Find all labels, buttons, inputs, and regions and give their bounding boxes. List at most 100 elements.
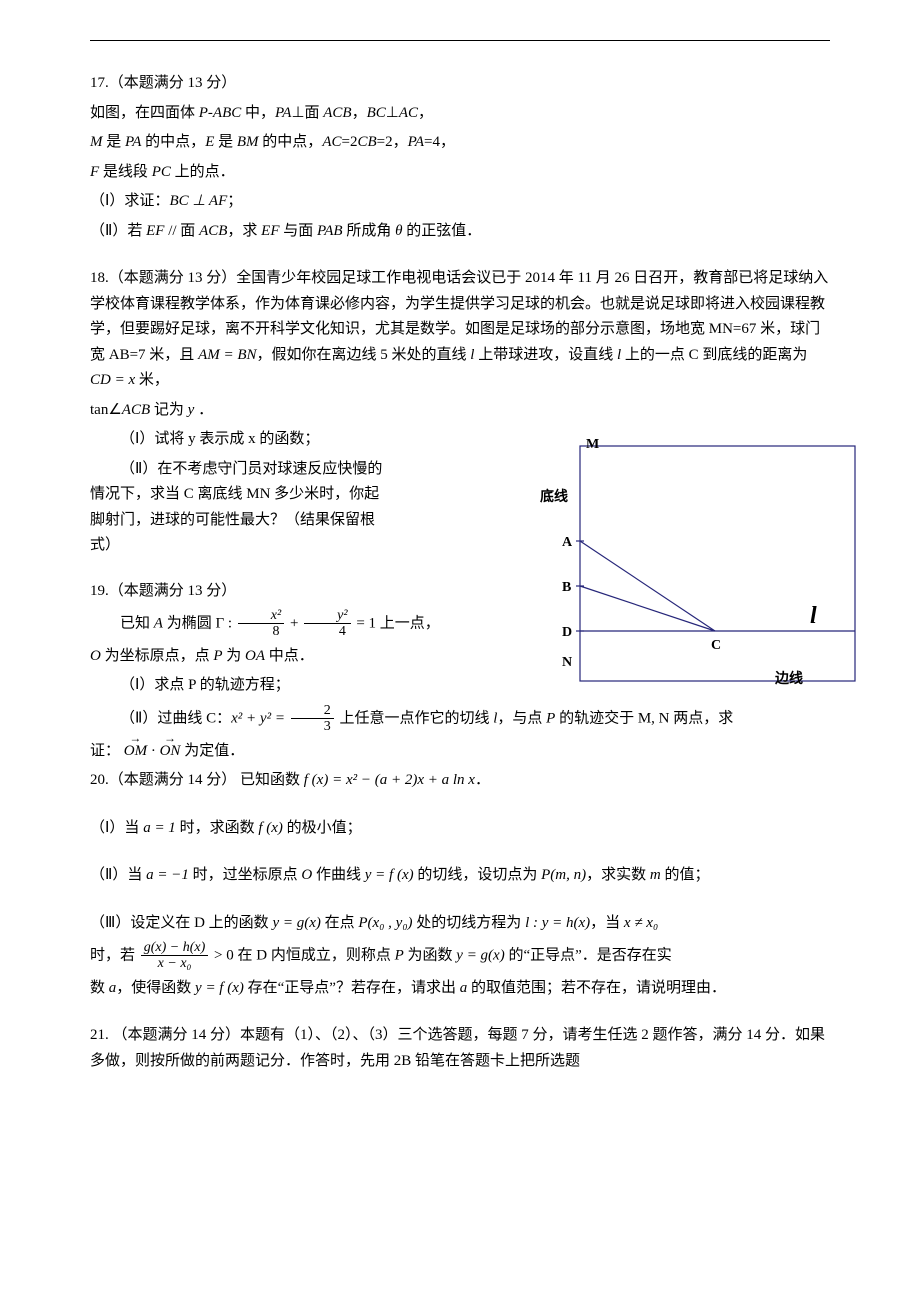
math: y = f (x)	[195, 980, 244, 996]
t: 为函数	[404, 947, 457, 963]
q19-line2: O 为坐标原点，点 P 为 OA 中点．	[90, 644, 830, 670]
t: 是	[214, 134, 237, 150]
t: 的轨迹交于 M, N 两点，求	[555, 710, 733, 726]
t: （Ⅱ）过曲线 C：	[120, 710, 231, 726]
i: CB	[357, 134, 376, 150]
t: +	[290, 615, 302, 631]
t: 如图，在四面体	[90, 105, 199, 121]
math: y = f (x)	[365, 867, 414, 883]
t: 的取值范围；若不存在，请说明理由．	[467, 980, 726, 996]
t: 米，	[135, 372, 169, 388]
q17-line2: M 是 PA 的中点，E 是 BM 的中点，AC=2CB=2，PA=4，	[90, 130, 830, 156]
t: 的值；	[661, 867, 710, 883]
i: F	[90, 164, 99, 180]
t: 上的点．	[171, 164, 235, 180]
t: // 面	[164, 223, 199, 239]
t: （Ⅲ）设定义在 D 上的函数	[90, 915, 272, 931]
i: EF	[261, 223, 279, 239]
t: 上带球进攻，设直线	[474, 347, 617, 363]
q19-line1: 已知 A 为椭圆 Γ : x²8 + y²4 = 1 上一点，	[90, 608, 830, 640]
question-17: 17.（本题满分 13 分） 如图，在四面体 P-ABC 中，PA⊥面 ACB，…	[90, 71, 830, 244]
t: 20.（本题满分 14 分） 已知函数	[90, 772, 304, 788]
i: P	[213, 648, 222, 664]
t: ；	[227, 193, 242, 209]
q18-p2: （Ⅱ）在不考虑守门员对球速反应快慢的情况下，求当 C 离底线 MN 多少米时，你…	[90, 457, 390, 559]
q19-p1: （Ⅰ）求点 P 的轨迹方程；	[90, 673, 830, 699]
t: ，求实数	[586, 867, 650, 883]
i: AC	[322, 134, 341, 150]
i: PA	[125, 134, 141, 150]
math: a = −1	[146, 867, 189, 883]
i: PC	[152, 164, 171, 180]
t: 时，若	[90, 947, 139, 963]
vec-on: ON	[160, 739, 181, 765]
t: 已知	[120, 615, 154, 631]
i: OA	[245, 648, 265, 664]
t: （Ⅰ）求证：	[90, 193, 169, 209]
t: ，假如你在离边线 5 米处的直线	[257, 347, 471, 363]
math: f (x)	[258, 820, 283, 836]
i: BM	[237, 134, 259, 150]
i: BC	[367, 105, 386, 121]
num: x²	[238, 608, 284, 624]
q20-p4: 时，若 g(x) − h(x)x − x₀ > 0 在 D 内恒成立，则称点 P…	[90, 940, 830, 972]
t: 作曲线	[312, 867, 365, 883]
den: 3	[291, 719, 334, 734]
t: 是	[103, 134, 126, 150]
q21-text: 21. （本题满分 14 分）本题有（1）、（2）、（3）三个选答题，每题 7 …	[90, 1023, 830, 1074]
t: 的正弦值．	[402, 223, 481, 239]
t: ，与点	[497, 710, 546, 726]
t: 为坐标原点，点	[101, 648, 214, 664]
question-19: 19.（本题满分 13 分） 已知 A 为椭圆 Γ : x²8 + y²4 = …	[90, 579, 830, 765]
i: PAB	[317, 223, 343, 239]
q17-p1: （Ⅰ）求证：BC ⊥ AF；	[90, 189, 830, 215]
t: ，求	[227, 223, 261, 239]
num: y²	[304, 608, 350, 624]
q19-p2: （Ⅱ）过曲线 C：x² + y² = 23 上任意一点作它的切线 l，与点 P …	[90, 703, 830, 735]
q17-heading: 17.（本题满分 13 分）	[90, 71, 830, 97]
den: 8	[238, 624, 284, 639]
i: P	[395, 947, 404, 963]
frac: x²8	[238, 608, 284, 640]
den: 4	[304, 624, 350, 639]
t: = 1 上一点，	[356, 615, 439, 631]
t: 处的切线方程为	[413, 915, 526, 931]
i: A	[154, 615, 163, 631]
math: y = g(x)	[272, 915, 320, 931]
t: ，	[418, 105, 433, 121]
frac: y²4	[304, 608, 350, 640]
t: 时，过坐标原点	[189, 867, 302, 883]
q18-body: 18.（本题满分 13 分）全国青少年校园足球工作电视电话会议已于 2014 年…	[90, 266, 830, 394]
t: tan∠	[90, 402, 122, 418]
t: （Ⅱ）若	[90, 223, 146, 239]
i: P-ABC	[199, 105, 242, 121]
q20-p5: 数 a，使得函数 y = f (x) 存在“正导点”？若存在，请求出 a 的取值…	[90, 976, 830, 1002]
q19-heading: 19.（本题满分 13 分）	[90, 579, 830, 605]
i: P	[546, 710, 555, 726]
t: （Ⅱ）当	[90, 867, 146, 883]
num: g(x) − h(x)	[141, 940, 209, 956]
math: x² + y² =	[231, 710, 289, 726]
t: =4，	[424, 134, 455, 150]
t: > 0 在 D 内恒成立，则称点	[214, 947, 395, 963]
t: 为定值．	[184, 743, 244, 759]
t: 记为	[150, 402, 188, 418]
i: ACB	[199, 223, 227, 239]
q17-line1: 如图，在四面体 P-ABC 中，PA⊥面 ACB，BC⊥AC，	[90, 101, 830, 127]
q17-p2: （Ⅱ）若 EF // 面 ACB，求 EF 与面 PAB 所成角 θ 的正弦值．	[90, 219, 830, 245]
t: 与面	[280, 223, 318, 239]
den: x − x₀	[141, 956, 209, 971]
frac: g(x) − h(x)x − x₀	[141, 940, 209, 972]
i: E	[205, 134, 214, 150]
math: l : y = h(x)	[525, 915, 590, 931]
i: O	[301, 867, 312, 883]
q20-heading: 20.（本题满分 14 分） 已知函数 f (x) = x² − (a + 2)…	[90, 768, 830, 794]
t: 的中点，	[259, 134, 323, 150]
i: PA	[408, 134, 424, 150]
t: =2	[341, 134, 357, 150]
math: x ≠ x₀	[624, 915, 658, 931]
q20-p1: （Ⅰ）当 a = 1 时，求函数 f (x) 的极小值；	[90, 816, 830, 842]
t: ⊥面	[291, 105, 323, 121]
q20-p3: （Ⅲ）设定义在 D 上的函数 y = g(x) 在点 P(x₀ , y₀) 处的…	[90, 911, 830, 937]
t: ，当	[590, 915, 624, 931]
